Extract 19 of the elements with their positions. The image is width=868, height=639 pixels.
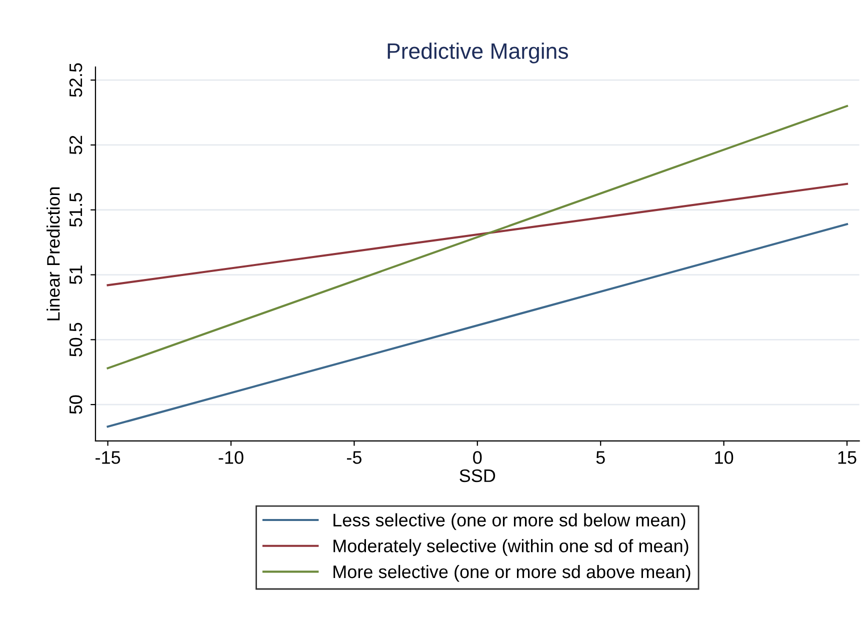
y-tick-label: 51.5 [70, 193, 82, 227]
y-tick-label: 50.5 [69, 322, 82, 357]
x-axis-title: SSD [460, 469, 496, 482]
x-tick-label: -15 [96, 451, 120, 464]
y-tick-label: 51 [70, 266, 82, 284]
y-tick-label: 52 [69, 136, 82, 154]
legend-label: Less selective (one or more sd below mean) [334, 513, 686, 530]
y-tick-label: 50 [69, 395, 82, 414]
x-tick-label: 10 [715, 451, 734, 464]
x-tick-label: -5 [346, 451, 362, 464]
x-tick-label: 15 [838, 451, 856, 464]
y-axis-title: Linear Prediction [46, 187, 60, 320]
y-tick-label: 52.5 [69, 63, 82, 97]
chart-title: Predictive Margins [388, 42, 568, 64]
x-tick-label: 5 [596, 451, 605, 464]
x-tick-label: -10 [218, 451, 244, 464]
legend-label: Moderately selective (within one sd of mean) [334, 539, 688, 556]
x-tick-label: 0 [473, 451, 482, 464]
legend-label: More selective (one or more sd above mean) [334, 564, 690, 582]
